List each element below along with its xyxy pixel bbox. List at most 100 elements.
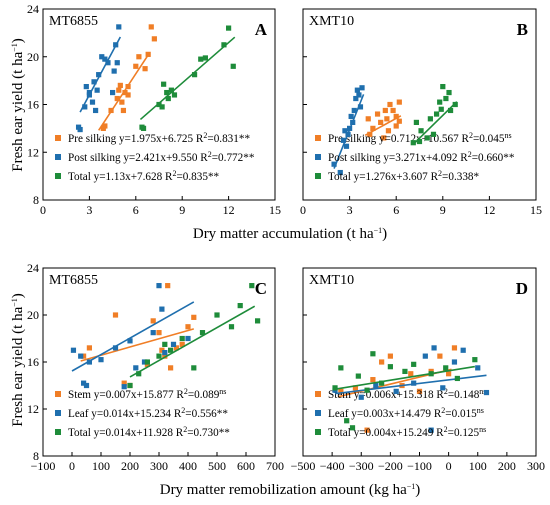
data-point	[437, 353, 443, 359]
data-point	[443, 95, 449, 102]
legend-marker	[55, 391, 61, 397]
data-point	[344, 418, 350, 424]
panel-letter: B	[517, 20, 528, 39]
data-point	[191, 365, 197, 371]
panel-name: MT6855	[49, 273, 98, 288]
data-point	[411, 380, 417, 386]
data-point	[86, 92, 92, 98]
x-tick-label: 6	[133, 203, 139, 217]
data-point	[413, 119, 419, 126]
data-point	[393, 123, 399, 129]
data-point	[170, 341, 177, 347]
data-point	[144, 359, 150, 365]
data-point	[199, 330, 206, 336]
data-point	[120, 107, 127, 114]
data-point	[452, 101, 458, 108]
data-point	[191, 314, 197, 320]
data-point	[179, 335, 185, 342]
data-point	[112, 345, 119, 351]
data-point	[348, 113, 354, 120]
x-tick-label: 12	[483, 203, 495, 217]
data-point	[379, 380, 385, 386]
data-point	[393, 113, 399, 120]
x-tick-label: 400	[179, 459, 197, 473]
data-point	[342, 128, 348, 134]
data-point	[364, 387, 370, 393]
data-point	[381, 135, 387, 141]
data-point	[159, 306, 165, 312]
data-point	[116, 87, 122, 93]
data-point	[162, 341, 168, 347]
panel-letter: D	[516, 279, 528, 298]
data-point	[125, 83, 131, 90]
data-point	[114, 95, 120, 102]
legend-marker	[315, 135, 321, 141]
data-point	[185, 324, 191, 330]
data-point	[89, 99, 96, 105]
data-point	[385, 128, 392, 134]
data-point	[454, 375, 460, 382]
data-point	[165, 283, 171, 289]
data-point	[168, 347, 174, 353]
data-point	[387, 101, 393, 108]
data-point	[350, 119, 356, 126]
data-point	[86, 345, 92, 351]
legend-entry: Total y=0.004x+15.249 R2=0.125ns	[328, 425, 486, 439]
data-point	[402, 368, 408, 374]
data-point	[156, 283, 162, 289]
data-point	[416, 138, 423, 145]
data-point	[164, 89, 170, 96]
x-tick-label: 300	[150, 459, 168, 473]
y-axis-title-bottom: Fresh ear yield (t ha−1)	[10, 293, 26, 426]
data-point	[387, 364, 393, 370]
data-point	[171, 92, 178, 98]
data-point	[418, 128, 424, 134]
data-point	[356, 92, 362, 98]
data-point	[373, 382, 379, 389]
x-tick-label: 600	[237, 459, 255, 473]
data-point	[378, 119, 384, 126]
data-point	[165, 95, 171, 102]
data-point	[340, 137, 346, 143]
x-tick-label: 0	[69, 459, 75, 473]
legend-marker	[55, 135, 61, 141]
panel-D: −500 −400 −300 −200 −100 0 100 200 300 XMT10 D Stem…	[291, 267, 545, 473]
data-point	[94, 87, 100, 93]
data-point	[121, 384, 127, 390]
x-tick-label: 200	[121, 459, 139, 473]
data-point	[422, 353, 428, 359]
data-point	[116, 24, 122, 30]
data-point	[156, 330, 162, 336]
data-point	[159, 347, 165, 353]
data-point	[416, 388, 423, 394]
data-point	[96, 72, 102, 78]
data-point	[108, 107, 114, 114]
data-point	[70, 347, 77, 353]
x-axis-title-top: Dry matter accumulation (t ha−1)	[193, 226, 387, 242]
fit-line	[334, 374, 487, 395]
legend-entry: Total y=1.276x+3.607 R2=0.338*	[328, 169, 480, 183]
data-point	[105, 60, 111, 66]
data-point	[428, 427, 434, 433]
data-point	[148, 24, 154, 30]
fit-line	[71, 301, 195, 372]
data-point	[82, 104, 88, 110]
data-point	[443, 365, 449, 371]
y-tick-label: 24	[27, 261, 39, 275]
panel-name: XMT10	[309, 14, 354, 29]
data-point	[424, 135, 430, 141]
x-tick-label: 200	[498, 459, 516, 473]
series-stem: Stem y=0.007x+15.877 R2=0.089ns	[55, 283, 226, 401]
data-point	[168, 87, 174, 93]
y-tick-label: 8	[33, 193, 39, 207]
data-point	[255, 318, 261, 324]
data-point	[92, 107, 99, 114]
x-tick-label: 0	[40, 203, 46, 217]
data-point	[347, 125, 353, 131]
data-point	[370, 125, 376, 131]
series-post-silking: Post silking y=2.421x+9.550 R2=0.772**	[55, 24, 255, 164]
legend-entry: Total y=0.014x+11.928 R2=0.730**	[68, 425, 230, 439]
data-point	[396, 99, 402, 105]
data-point	[228, 324, 235, 330]
